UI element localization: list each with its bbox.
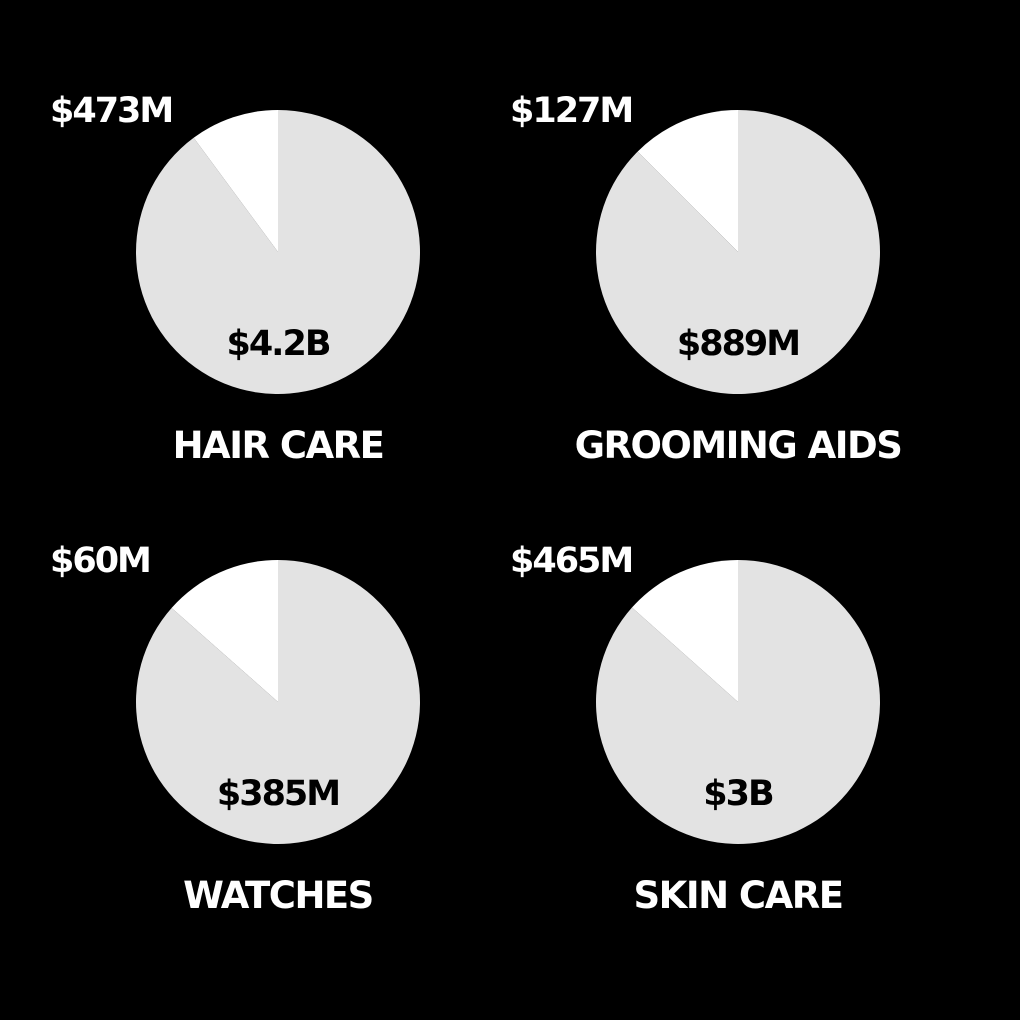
pie-label-hair-care-minor: $473M [50, 91, 172, 131]
category-label-watches: WATCHES [183, 874, 373, 917]
pie-panel-grooming-aids: $127M $889M GROOMING AIDS [500, 80, 960, 530]
pie-slice-watches-major [135, 560, 420, 844]
pie-label-grooming-aids-minor: $127M [510, 91, 632, 131]
pie-panel-hair-care: $473M $4.2B HAIR CARE [40, 80, 500, 530]
pie-chart-grooming-aids: $127M $889M GROOMING AIDS [510, 91, 903, 467]
pie-label-watches-minor: $60M [50, 541, 150, 581]
pie-label-grooming-aids-major: $889M [677, 324, 799, 364]
pie-label-watches-major: $385M [217, 774, 339, 814]
pie-slice-skin-care-minor [631, 560, 738, 702]
pie-chart-skin-care: $465M $3B SKIN CARE [510, 541, 880, 917]
pie-panel-watches: $60M $385M WATCHES [40, 530, 500, 980]
pie-slice-hair-care-minor [193, 110, 278, 252]
category-label-hair-care: HAIR CARE [173, 424, 384, 467]
category-label-skin-care: SKIN CARE [634, 874, 843, 917]
pie-label-skin-care-minor: $465M [510, 541, 632, 581]
pie-panel-skin-care: $465M $3B SKIN CARE [500, 530, 960, 980]
pie-label-skin-care-major: $3B [703, 774, 773, 814]
pie-slice-hair-care-major [136, 110, 420, 394]
category-label-grooming-aids: GROOMING AIDS [575, 424, 902, 467]
pie-label-hair-care-major: $4.2B [226, 324, 329, 364]
pie-chart-watches: $60M $385M WATCHES [50, 541, 420, 917]
pie-chart-hair-care: $473M $4.2B HAIR CARE [50, 91, 420, 467]
pie-slice-grooming-aids-minor [637, 110, 738, 252]
pie-slice-watches-minor [171, 560, 278, 702]
